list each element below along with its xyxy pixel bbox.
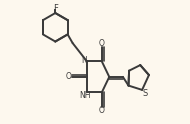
Text: O: O	[99, 39, 105, 47]
Text: N: N	[81, 56, 87, 65]
Text: NH: NH	[79, 91, 90, 100]
Text: S: S	[142, 89, 147, 97]
Text: F: F	[53, 4, 58, 13]
Text: O: O	[99, 106, 105, 115]
Text: O: O	[65, 72, 71, 81]
